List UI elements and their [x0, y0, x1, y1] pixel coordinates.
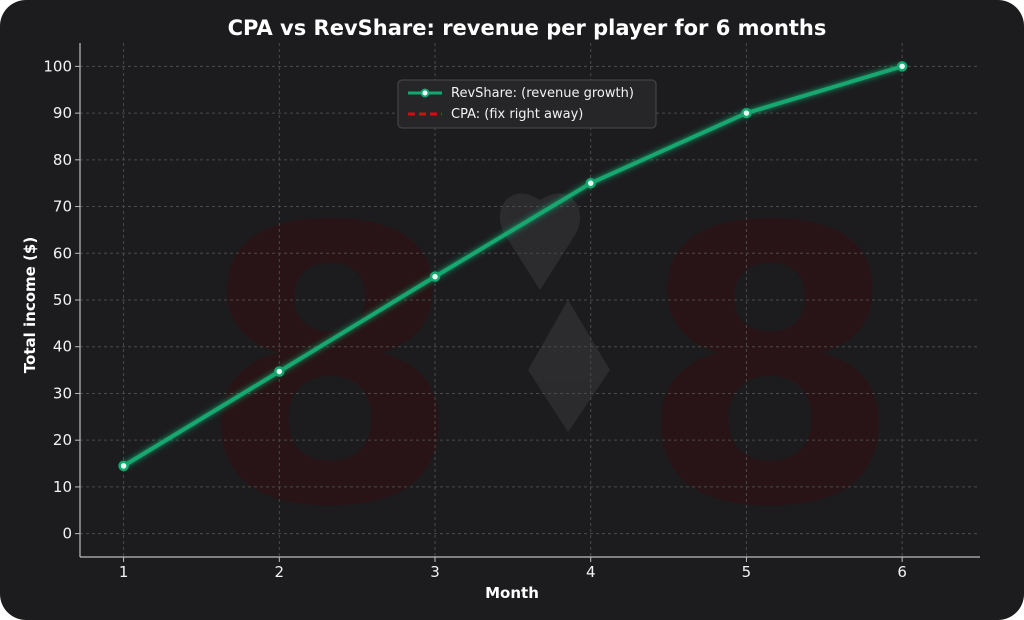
y-axis-label: Total income ($) — [21, 237, 39, 373]
data-point-revshare — [274, 366, 285, 377]
y-tick-label: 20 — [53, 431, 72, 449]
y-tick-label: 30 — [53, 384, 72, 402]
data-point-revshare — [741, 107, 752, 119]
x-axis-label: Month — [485, 584, 539, 602]
x-tick-label: 5 — [742, 563, 752, 581]
y-tick-label: 70 — [53, 198, 72, 216]
x-tick-label: 2 — [275, 563, 285, 581]
y-axis-ticks: 0 10 20 30 40 50 60 70 80 90 100 — [43, 57, 80, 543]
x-axis-ticks: 1 2 3 4 5 6 — [119, 557, 907, 581]
legend-cpa-label: CPA: (fix right away) — [451, 107, 583, 122]
y-tick-label: 80 — [53, 151, 72, 169]
series-group — [118, 61, 908, 472]
y-tick-label: 90 — [53, 104, 72, 122]
svg-text:8: 8 — [198, 147, 462, 590]
series-line-revshare — [122, 64, 903, 468]
y-tick-label: 100 — [43, 57, 72, 75]
x-tick-label: 4 — [586, 563, 596, 581]
legend-revshare-label: RevShare: (revenue growth) — [451, 86, 634, 101]
data-point-revshare — [896, 61, 908, 72]
data-point-revshare — [429, 271, 441, 282]
data-point-revshare — [585, 177, 596, 189]
legend-box — [397, 79, 657, 129]
chart-title: CPA vs RevShare: revenue per player for … — [228, 16, 827, 40]
y-tick-label: 10 — [53, 478, 72, 496]
x-tick-label: 6 — [897, 563, 907, 581]
y-tick-label: 50 — [53, 291, 72, 309]
x-tick-label: 1 — [119, 563, 129, 581]
eight-and-suits-logo-icon: 8 8 — [198, 147, 902, 590]
data-point-revshare — [118, 460, 129, 472]
legend: RevShare: (revenue growth) CPA: (fix rig… — [397, 79, 657, 129]
svg-text:8: 8 — [638, 147, 902, 590]
y-tick-label: 60 — [53, 244, 72, 262]
legend-revshare-marker — [420, 88, 430, 98]
x-tick-label: 3 — [430, 563, 440, 581]
y-tick-label: 0 — [62, 525, 72, 543]
y-tick-label: 40 — [53, 338, 72, 356]
